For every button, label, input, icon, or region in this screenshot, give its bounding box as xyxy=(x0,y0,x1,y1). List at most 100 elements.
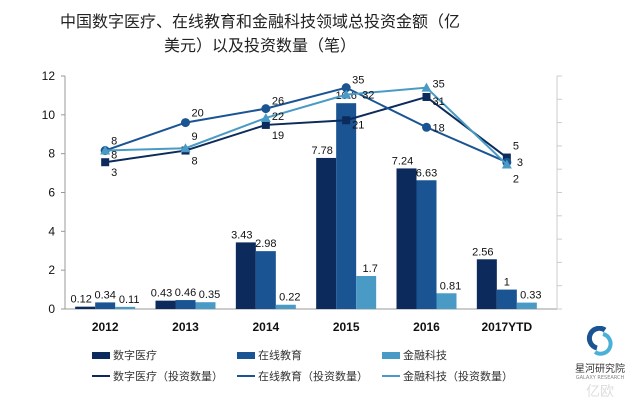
x-tick-label: 2015 xyxy=(333,320,360,334)
marker-square xyxy=(261,120,270,129)
marker-circle xyxy=(261,104,271,114)
line-value-label: 26 xyxy=(272,96,284,108)
bar xyxy=(316,157,337,309)
line-value-label: 35 xyxy=(352,75,364,87)
bar-value-label: 7.78 xyxy=(311,145,332,157)
line-value-label: 2 xyxy=(513,174,519,186)
logo-icon xyxy=(586,325,613,356)
bar-value-label: 0.81 xyxy=(440,280,461,292)
line-value-label: 3 xyxy=(111,167,117,179)
legend-swatch xyxy=(237,351,255,359)
bar xyxy=(75,306,96,309)
bar xyxy=(396,168,417,309)
bar xyxy=(336,103,357,309)
y-tick-label: 0 xyxy=(48,302,55,316)
legend-label: 金融科技（投资数量） xyxy=(403,370,513,383)
legend-swatch xyxy=(382,351,400,359)
line-value-label: 5 xyxy=(513,141,519,153)
marker-triangle xyxy=(180,143,191,153)
marker-circle xyxy=(181,118,190,128)
legend-label: 数字医疗（投资数量） xyxy=(113,370,223,383)
bar xyxy=(516,302,537,309)
legend-line-marker xyxy=(382,375,400,377)
legend-item: 金融科技（投资数量） xyxy=(382,368,513,384)
line-value-label: 3 xyxy=(517,157,523,169)
bar-value-label: 6.63 xyxy=(416,167,437,179)
bar-value-label: 1 xyxy=(504,277,510,289)
marker-triangle xyxy=(260,112,271,122)
bar-value-label: 0.33 xyxy=(520,290,541,302)
logo-name: 星河研究院 xyxy=(575,364,625,375)
x-tick-label: 2017YTD xyxy=(481,320,532,334)
y-tick-label: 8 xyxy=(48,147,55,161)
bar xyxy=(255,251,276,309)
line-value-label: 22 xyxy=(272,111,284,123)
x-tick-label: 2012 xyxy=(92,320,119,334)
bar-value-label: 0.12 xyxy=(70,294,91,306)
bar-value-label: 1.7 xyxy=(363,263,378,275)
y-tick-label: 12 xyxy=(42,69,56,83)
bar-value-label: 2.98 xyxy=(255,238,276,250)
y-tick-label: 2 xyxy=(48,263,55,277)
bar-value-label: 7.24 xyxy=(392,155,413,167)
marker-triangle xyxy=(341,89,352,99)
legend-line-marker xyxy=(237,375,255,377)
bar-value-label: 3.43 xyxy=(231,229,252,241)
line-value-label: 8 xyxy=(192,156,198,168)
bar-value-label: 0.43 xyxy=(151,288,172,300)
bar-value-label: 0.46 xyxy=(175,287,196,299)
x-tick-label: 2016 xyxy=(413,320,440,334)
legend-line-marker xyxy=(92,375,110,377)
marker-circle xyxy=(422,122,431,132)
series-line xyxy=(104,86,508,164)
bar-value-label: 0.35 xyxy=(199,289,220,301)
marker-circle xyxy=(341,83,351,93)
logo: 星河研究院 GALAXY RESEARCH 亿欧 xyxy=(570,325,630,401)
line-value-label: 32 xyxy=(362,90,374,102)
line-value-label: 18 xyxy=(433,122,445,134)
watermark: 亿欧 xyxy=(586,384,614,400)
series-line xyxy=(105,86,508,166)
marker-square xyxy=(342,116,351,125)
y-tick-label: 10 xyxy=(42,108,56,122)
line-value-label: 19 xyxy=(272,130,284,142)
legend-swatch xyxy=(92,351,110,359)
bar-value-label: 0.11 xyxy=(119,294,140,306)
bar xyxy=(155,300,176,309)
bar xyxy=(235,242,256,309)
line-value-label: 8 xyxy=(111,136,117,148)
bar xyxy=(115,306,136,309)
bar xyxy=(416,180,437,309)
bar xyxy=(496,289,517,309)
bar xyxy=(436,293,457,309)
legend-label: 金融科技 xyxy=(403,349,447,362)
legend-label: 在线教育 xyxy=(258,349,302,362)
bar-value-label: 0.22 xyxy=(279,292,300,304)
marker-triangle xyxy=(421,82,432,92)
bar xyxy=(195,302,216,309)
line-value-label: 21 xyxy=(352,119,364,131)
bar xyxy=(356,275,377,309)
legend-item: 数字医疗（投资数量） xyxy=(92,368,223,384)
series-line xyxy=(105,95,508,164)
chart-title: 中国数字医疗、在线教育和金融科技领域总投资金额（亿美元）以及投资数量（笔） xyxy=(60,12,461,55)
line-value-label: 35 xyxy=(433,79,445,91)
x-tick-label: 2013 xyxy=(172,320,199,334)
legend-label: 在线教育（投资数量） xyxy=(258,370,368,383)
x-tick-label: 2014 xyxy=(252,320,279,334)
legend-item: 在线教育（投资数量） xyxy=(237,368,368,384)
legend-label: 数字医疗 xyxy=(113,349,157,362)
marker-square xyxy=(422,92,431,101)
line-value-label: 8 xyxy=(111,150,117,162)
marker-square xyxy=(101,158,110,167)
marker-triangle xyxy=(100,145,111,155)
line-value-label: 31 xyxy=(433,96,445,108)
y-tick-label: 6 xyxy=(48,186,55,200)
bar xyxy=(275,304,296,309)
legend-item: 金融科技 xyxy=(382,347,447,363)
line-value-label: 20 xyxy=(192,108,204,120)
y-tick-label: 4 xyxy=(48,224,55,238)
legend-item: 数字医疗 xyxy=(92,347,157,363)
marker-square xyxy=(502,153,511,162)
